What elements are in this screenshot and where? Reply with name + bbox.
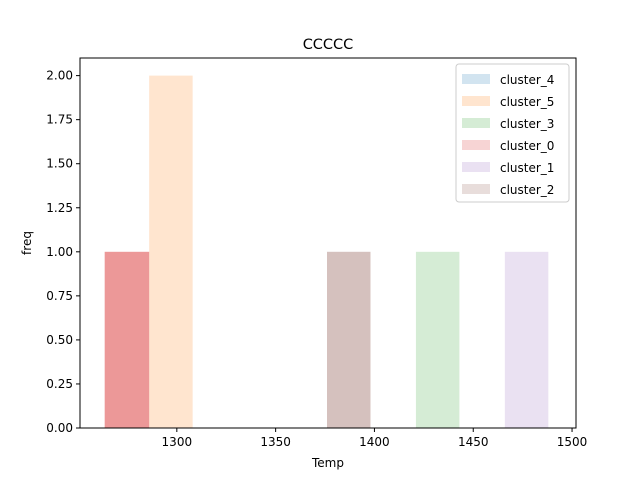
- bar-cluster_3: [415, 251, 460, 428]
- bar-overlay-cluster_0: [104, 251, 150, 428]
- x-tick-label: 1400: [359, 435, 390, 449]
- bar-cluster_0: [104, 251, 150, 428]
- legend-swatch-cluster_2: [462, 184, 490, 194]
- y-tick-label: 1.25: [46, 201, 73, 215]
- x-tick-label: 1300: [162, 435, 193, 449]
- y-tick-label: 0.00: [46, 421, 73, 435]
- bar-cluster_5: [149, 75, 193, 428]
- axes-layer: 1300 1350 1400 1450 1500 0.00 0.25 0.50 0.75 1.00…: [46, 69, 587, 449]
- x-axis-label: Temp: [311, 456, 344, 470]
- x-tick-label: 1500: [557, 435, 588, 449]
- bar-overlay-cluster_2: [327, 251, 371, 428]
- legend-swatch-cluster_5: [462, 96, 490, 106]
- legend-swatch-cluster_3: [462, 118, 490, 128]
- legend-label-cluster_1: cluster_1: [500, 161, 554, 175]
- legend-label-cluster_2: cluster_2: [500, 183, 554, 197]
- legend-label-cluster_3: cluster_3: [500, 117, 554, 131]
- bars-layer: [104, 75, 549, 428]
- legend-label-cluster_5: cluster_5: [500, 95, 554, 109]
- y-tick-label: 1.50: [46, 157, 73, 171]
- y-tick-label: 1.00: [46, 245, 73, 259]
- legend-label-cluster_0: cluster_0: [500, 139, 554, 153]
- x-tick-label: 1350: [260, 435, 291, 449]
- y-axis-label: freq: [20, 231, 34, 255]
- legend-box: [455, 63, 570, 203]
- bar-cluster_1: [504, 251, 549, 428]
- y-tick-label: 0.75: [46, 289, 73, 303]
- legend-label-cluster_4: cluster_4: [500, 73, 554, 87]
- y-tick-label: 2.00: [46, 69, 73, 83]
- legend-swatch-cluster_1: [462, 162, 490, 172]
- y-tick-label: 1.75: [46, 113, 73, 127]
- legend-swatch-cluster_4: [462, 74, 490, 84]
- bar-cluster_2: [327, 251, 371, 428]
- y-tick-label: 0.25: [46, 377, 73, 391]
- legend-swatch-cluster_0: [462, 140, 490, 150]
- plot-frame: [79, 57, 577, 429]
- y-tick-label: 0.50: [46, 333, 73, 347]
- legend: cluster_4 cluster_5 cluster_3 cluster_0clus…: [455, 63, 570, 203]
- chart-title: CCCCC: [303, 37, 354, 53]
- x-tick-label: 1450: [458, 435, 489, 449]
